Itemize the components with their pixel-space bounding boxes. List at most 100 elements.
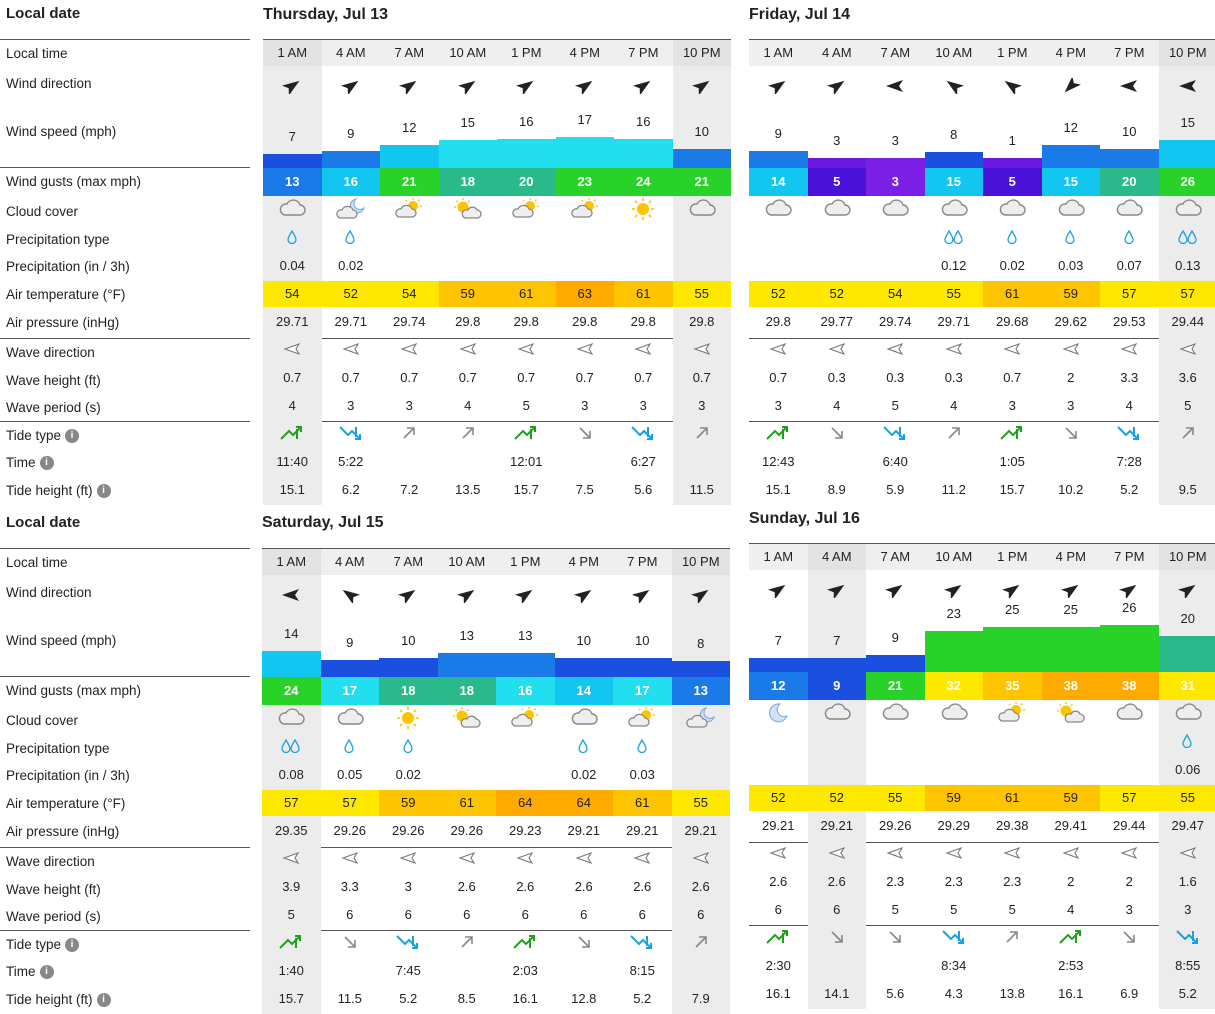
tide-rising-arrow-icon [439,425,498,445]
wave-direction-icon [983,846,1042,866]
wave-period-value: 5 [1159,393,1215,419]
precip-value: 0.03 [613,762,672,788]
wave-height-value: 0.7 [263,365,322,391]
wind-speed-bar [613,658,672,677]
air-pressure-value: 29.44 [1100,813,1159,839]
cloud-icon [866,198,925,224]
cloud-icon [808,702,867,728]
info-icon[interactable]: i [40,456,54,470]
wind-speed-bar [497,139,556,168]
tide-time-value: 12:01 [497,449,556,475]
partly-sunny-icon [496,707,555,733]
air-pressure-value: 29.8 [749,309,808,335]
wave-height-value: 0.7 [497,365,556,391]
wave-height-value: 0.7 [322,365,381,391]
precip-value: 0.08 [262,762,321,788]
air-temp-value: 55 [672,790,731,816]
wave-height-value: 0.7 [983,365,1042,391]
wind-arrow-northeast-icon [672,583,731,613]
tide-falling-arrow-icon [556,425,615,445]
time-header: 10 PM [672,549,731,575]
row-label-text: Wave height (ft) [6,882,101,897]
wave-period-value: 3 [983,393,1042,419]
air-pressure-value: 29.8 [497,309,556,335]
wind-speed-bar [556,137,615,168]
air-temp-value: 57 [1100,281,1159,307]
info-icon[interactable]: i [97,993,111,1007]
tide-falling-arrow-icon [866,929,925,949]
cloud-icon [749,198,808,224]
rain-drops-icon [1159,230,1215,250]
precip-value: 0.13 [1159,253,1215,279]
wind-gust-value: 5 [808,168,867,196]
night-cloud-icon [322,198,381,224]
info-icon[interactable]: i [40,965,54,979]
tide-height-value: 5.2 [1100,477,1159,503]
precip-value: 0.07 [1100,253,1159,279]
air-pressure-value: 29.41 [1042,813,1101,839]
wave-height-value: 2 [1100,869,1159,895]
air-temp-value: 54 [263,281,322,307]
wind-speed-value: 8 [672,631,731,657]
wind-speed-value: 17 [556,107,615,133]
tide-height-value: 15.1 [749,477,808,503]
air-temp-value: 61 [983,785,1042,811]
time-header: 1 PM [983,544,1042,570]
wind-speed-bar [496,653,555,677]
wind-speed-bar [614,139,673,168]
wind-speed-value: 13 [438,623,497,649]
row-label-precip-type: Precipitation type [6,735,250,762]
rain-drop-icon [1042,230,1101,250]
tide-time-value: 6:40 [866,449,925,475]
wave-period-value: 6 [613,902,672,928]
wave-direction-icon [983,342,1042,362]
wind-speed-value: 15 [1159,110,1215,136]
wave-period-value: 4 [925,393,984,419]
wind-speed-bar [380,145,439,168]
row-label-tide-height: Tide height (ft)i [6,986,250,1013]
wave-period-value: 3 [749,393,808,419]
wind-gust-value: 20 [497,168,556,196]
wave-period-value: 6 [672,902,731,928]
info-icon[interactable]: i [65,429,79,443]
sun-icon [379,707,438,733]
wave-height-value: 0.7 [614,365,673,391]
wave-height-value: 0.7 [556,365,615,391]
cloud-icon [925,702,984,728]
wave-height-value: 2.6 [496,874,555,900]
tide-height-value: 6.2 [322,477,381,503]
info-icon[interactable]: i [65,938,79,952]
wave-period-value: 4 [263,393,322,419]
precip-value [866,253,925,279]
wave-direction-icon [808,846,867,866]
info-icon[interactable]: i [97,484,111,498]
wave-direction-icon [438,851,497,871]
wave-direction-icon [866,846,925,866]
rain-drop-icon [1159,734,1215,754]
wind-arrow-northeast-icon [749,74,808,104]
wind-gust-value: 17 [613,677,672,705]
wind-arrow-northeast-icon [673,74,732,104]
tide-time-value: 7:45 [379,958,438,984]
wind-speed-bar [1159,140,1215,168]
precip-value [1100,757,1159,783]
time-header: 1 PM [983,40,1042,66]
air-pressure-value: 29.21 [672,818,731,844]
air-temp-value: 61 [614,281,673,307]
precip-value [438,762,497,788]
wind-gust-value: 9 [808,672,867,700]
air-temp-value: 52 [808,281,867,307]
wave-period-value: 6 [749,897,808,923]
wind-gust-value: 16 [496,677,555,705]
tide-time-value [808,953,867,979]
row-label-text: Air pressure (inHg) [6,824,119,839]
